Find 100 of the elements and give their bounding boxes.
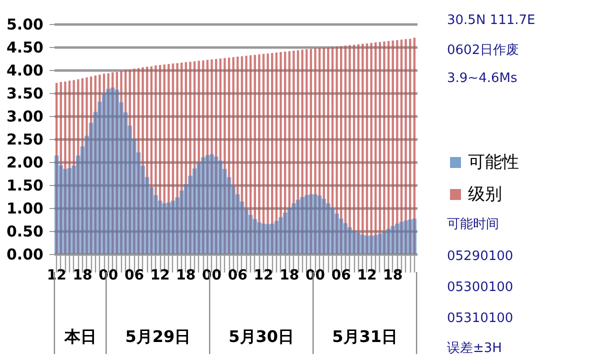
x-tick-label: 00 (202, 268, 222, 284)
bar (240, 202, 244, 254)
bar (292, 50, 295, 254)
bar (287, 208, 292, 254)
text: 0602日作废 (447, 43, 520, 58)
bar (179, 190, 184, 254)
bar (296, 200, 300, 254)
bar (76, 156, 80, 254)
bar (254, 54, 256, 254)
bar (278, 217, 283, 254)
bar (94, 76, 96, 254)
bar (318, 48, 321, 254)
bar (292, 203, 296, 254)
bar (196, 162, 202, 254)
bar (215, 58, 218, 254)
text: 5月29日 (125, 327, 191, 346)
bar (296, 50, 300, 254)
bar (123, 112, 128, 254)
y-tick-label: 4.50 (6, 38, 44, 56)
bar (210, 59, 213, 254)
y-tick-label: 0.00 (6, 246, 44, 264)
y-tick-label: 2.00 (6, 154, 44, 172)
bar (146, 66, 148, 254)
bar (390, 226, 396, 254)
bar (392, 40, 394, 254)
x-tick-label: 12 (357, 268, 377, 284)
bar (300, 196, 304, 254)
bar (228, 58, 230, 254)
bar (231, 186, 236, 254)
bar (284, 52, 286, 254)
bar (306, 49, 308, 254)
bar (168, 64, 170, 254)
bar (383, 41, 386, 254)
text: 本日 (63, 327, 96, 346)
bar (378, 234, 382, 254)
bar (58, 165, 64, 254)
bar (222, 168, 227, 254)
y-tick-label: 2.50 (6, 130, 44, 148)
bar (404, 220, 408, 254)
bar (128, 126, 132, 254)
bar (245, 56, 248, 254)
bar (72, 166, 76, 254)
bar (176, 63, 178, 254)
bar (327, 47, 330, 254)
bar (114, 90, 120, 254)
bar (158, 64, 162, 254)
bar (93, 112, 98, 254)
bar (313, 194, 318, 254)
bar (373, 235, 378, 254)
bar (404, 39, 407, 254)
legend-label: 可能性 (468, 152, 519, 172)
bar (338, 218, 344, 254)
bar (344, 46, 347, 254)
bar (119, 102, 124, 254)
y-tick-label: 1.50 (6, 176, 44, 194)
bar (370, 42, 372, 254)
bar (154, 195, 158, 254)
x-tick-label: 18 (280, 268, 300, 284)
bar (322, 47, 325, 254)
bar (413, 38, 416, 254)
bar (81, 78, 84, 254)
bar (348, 45, 351, 254)
bar (252, 219, 258, 254)
bar (224, 58, 226, 254)
bar (68, 80, 71, 254)
y-tick-label: 4.00 (6, 62, 44, 80)
text: 误差±3H (447, 341, 502, 356)
bar (310, 48, 312, 254)
bar (378, 42, 382, 254)
x-tick-label: 18 (176, 268, 196, 284)
bar (72, 80, 75, 254)
bar (98, 102, 102, 254)
bar (198, 60, 200, 254)
bar (362, 44, 364, 254)
bar (409, 38, 412, 254)
bar (116, 72, 118, 254)
bar (170, 200, 176, 254)
bar (166, 202, 171, 254)
bar (330, 208, 335, 254)
bar (172, 64, 174, 254)
text: 可能时间 (447, 217, 499, 232)
bar (282, 212, 288, 254)
bar (232, 57, 234, 254)
bar (412, 218, 417, 254)
bar (280, 52, 282, 254)
bar (236, 194, 240, 254)
bar (80, 146, 85, 254)
x-tick-label: 12 (254, 268, 274, 284)
bar (408, 220, 412, 254)
bar (249, 55, 252, 254)
bar (334, 214, 339, 254)
x-tick-label: 12 (150, 268, 170, 284)
bar (218, 160, 223, 254)
x-tick-label: 12 (46, 268, 66, 284)
bar (133, 68, 136, 254)
bar (102, 74, 106, 254)
bar (257, 222, 262, 254)
bar (132, 139, 136, 254)
bar (261, 224, 266, 254)
bar (102, 94, 106, 254)
